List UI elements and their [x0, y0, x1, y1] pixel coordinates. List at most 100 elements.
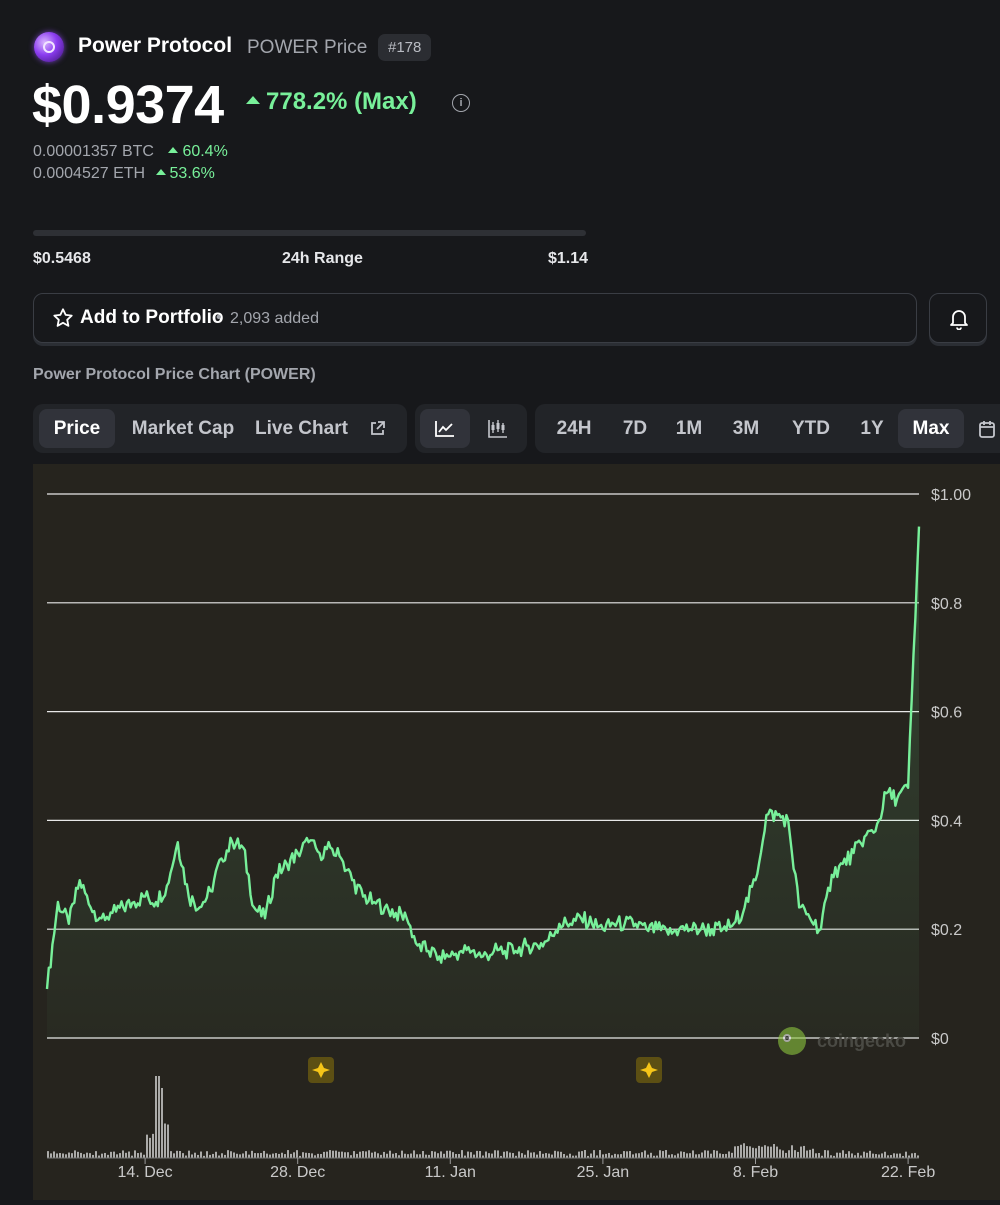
volume-bar	[875, 1154, 877, 1158]
line-chart-tab[interactable]	[420, 409, 470, 448]
volume-bar	[497, 1150, 499, 1158]
volume-bar	[458, 1153, 460, 1158]
tab-live-chart-label: Live Chart	[255, 418, 348, 439]
volume-bar	[50, 1153, 52, 1158]
volume-bar	[197, 1154, 199, 1158]
volume-bar	[290, 1153, 292, 1158]
volume-bar	[905, 1151, 907, 1158]
volume-bar	[914, 1152, 916, 1158]
volume-bar	[638, 1153, 640, 1158]
x-tick-label: 11. Jan	[425, 1164, 476, 1181]
volume-bar	[893, 1153, 895, 1158]
volume-bar	[707, 1150, 709, 1158]
volume-bar	[767, 1146, 769, 1158]
volume-bar	[101, 1153, 103, 1158]
tab-price[interactable]: Price	[39, 409, 115, 448]
add-to-portfolio-button[interactable]: Add to Portfolio • 2,093 added	[33, 293, 917, 343]
volume-bar	[848, 1151, 850, 1158]
volume-bar	[161, 1088, 163, 1158]
range-tab-24h[interactable]: 24H	[556, 418, 592, 439]
price-chart-svg[interactable]: $1.00 $0.8 $0.6 $0.4 $0.2 $0 coingecko 14. De…	[33, 464, 1000, 1200]
volume-bar	[413, 1150, 415, 1158]
volume-bar	[764, 1145, 766, 1158]
volume-bar	[203, 1155, 205, 1158]
volume-bar	[734, 1146, 736, 1158]
volume-bar	[119, 1153, 121, 1158]
volume-bar	[578, 1151, 580, 1158]
volume-bar	[341, 1151, 343, 1158]
volume-bar	[725, 1153, 727, 1158]
volume-bar	[284, 1154, 286, 1158]
range-tab-1y[interactable]: 1Y	[860, 418, 884, 439]
volume-bar	[221, 1153, 223, 1158]
volume-bar	[137, 1153, 139, 1158]
volume-bar	[353, 1151, 355, 1158]
volume-bar	[827, 1150, 829, 1158]
tab-live-chart[interactable]: Live Chart	[255, 409, 395, 448]
volume-bar	[464, 1155, 466, 1158]
price-alert-button[interactable]	[929, 293, 987, 343]
volume-bar	[611, 1155, 613, 1158]
volume-bar	[470, 1152, 472, 1158]
rank-badge: #178	[378, 34, 432, 61]
range-tab-1m[interactable]: 1M	[675, 418, 703, 439]
volume-bar	[65, 1154, 67, 1158]
chart-style-tabs	[415, 404, 527, 453]
volume-bar	[311, 1153, 313, 1158]
volume-bar	[275, 1153, 277, 1158]
sparkle-event-icon[interactable]	[308, 1057, 334, 1083]
volume-bar	[746, 1146, 748, 1158]
tab-market-cap[interactable]: Market Cap	[131, 418, 235, 439]
info-icon[interactable]: i	[452, 94, 470, 112]
volume-bar	[200, 1151, 202, 1158]
volume-bar	[677, 1153, 679, 1158]
volume-bar	[431, 1151, 433, 1158]
volume-bar	[242, 1153, 244, 1158]
caret-up-icon	[155, 169, 166, 175]
volume-bar	[332, 1150, 334, 1158]
volume-bar	[617, 1154, 619, 1158]
volume-bar	[482, 1155, 484, 1158]
volume-bar	[422, 1151, 424, 1158]
sparkle-event-icon[interactable]	[636, 1057, 662, 1083]
volume-bar	[866, 1152, 868, 1158]
volume-bar	[710, 1153, 712, 1158]
price-chart[interactable]: $1.00 $0.8 $0.6 $0.4 $0.2 $0 coingecko 14. De…	[33, 464, 1000, 1200]
volume-bar	[509, 1152, 511, 1158]
volume-bar	[581, 1151, 583, 1158]
volume-bar	[776, 1146, 778, 1158]
volume-bar	[314, 1155, 316, 1158]
volume-bar	[665, 1150, 667, 1158]
volume-bar	[626, 1151, 628, 1158]
volume-bar	[320, 1153, 322, 1158]
candlestick-tab[interactable]	[473, 409, 523, 448]
volume-bar	[761, 1146, 763, 1158]
volume-bar	[770, 1146, 772, 1158]
volume-bar	[212, 1153, 214, 1158]
volume-bar	[278, 1153, 280, 1158]
volume-bar	[596, 1155, 598, 1158]
volume-bar	[542, 1153, 544, 1158]
volume-bar	[206, 1151, 208, 1158]
eth-value: 0.0004527 ETH	[33, 165, 146, 182]
chart-heading: Power Protocol Price Chart (POWER)	[33, 366, 316, 383]
range-tab-7d[interactable]: 7D	[622, 418, 648, 439]
volume-bar	[632, 1154, 634, 1158]
volume-bar	[824, 1150, 826, 1158]
volume-bar	[218, 1155, 220, 1158]
range-tab-ytd[interactable]: YTD	[792, 418, 830, 439]
volume-bar	[110, 1151, 112, 1158]
volume-bar	[323, 1151, 325, 1158]
range-tab-max[interactable]: Max	[898, 409, 964, 448]
volume-bar	[878, 1154, 880, 1158]
volume-bar	[908, 1155, 910, 1158]
volume-bar	[272, 1153, 274, 1158]
calendar-tab[interactable]	[971, 409, 1000, 448]
volume-bar	[518, 1151, 520, 1158]
volume-bar	[329, 1150, 331, 1158]
volume-bar	[455, 1153, 457, 1158]
volume-bar	[857, 1152, 859, 1158]
volume-bar	[524, 1154, 526, 1158]
volume-bar	[296, 1150, 298, 1158]
range-tab-3m[interactable]: 3M	[732, 418, 760, 439]
